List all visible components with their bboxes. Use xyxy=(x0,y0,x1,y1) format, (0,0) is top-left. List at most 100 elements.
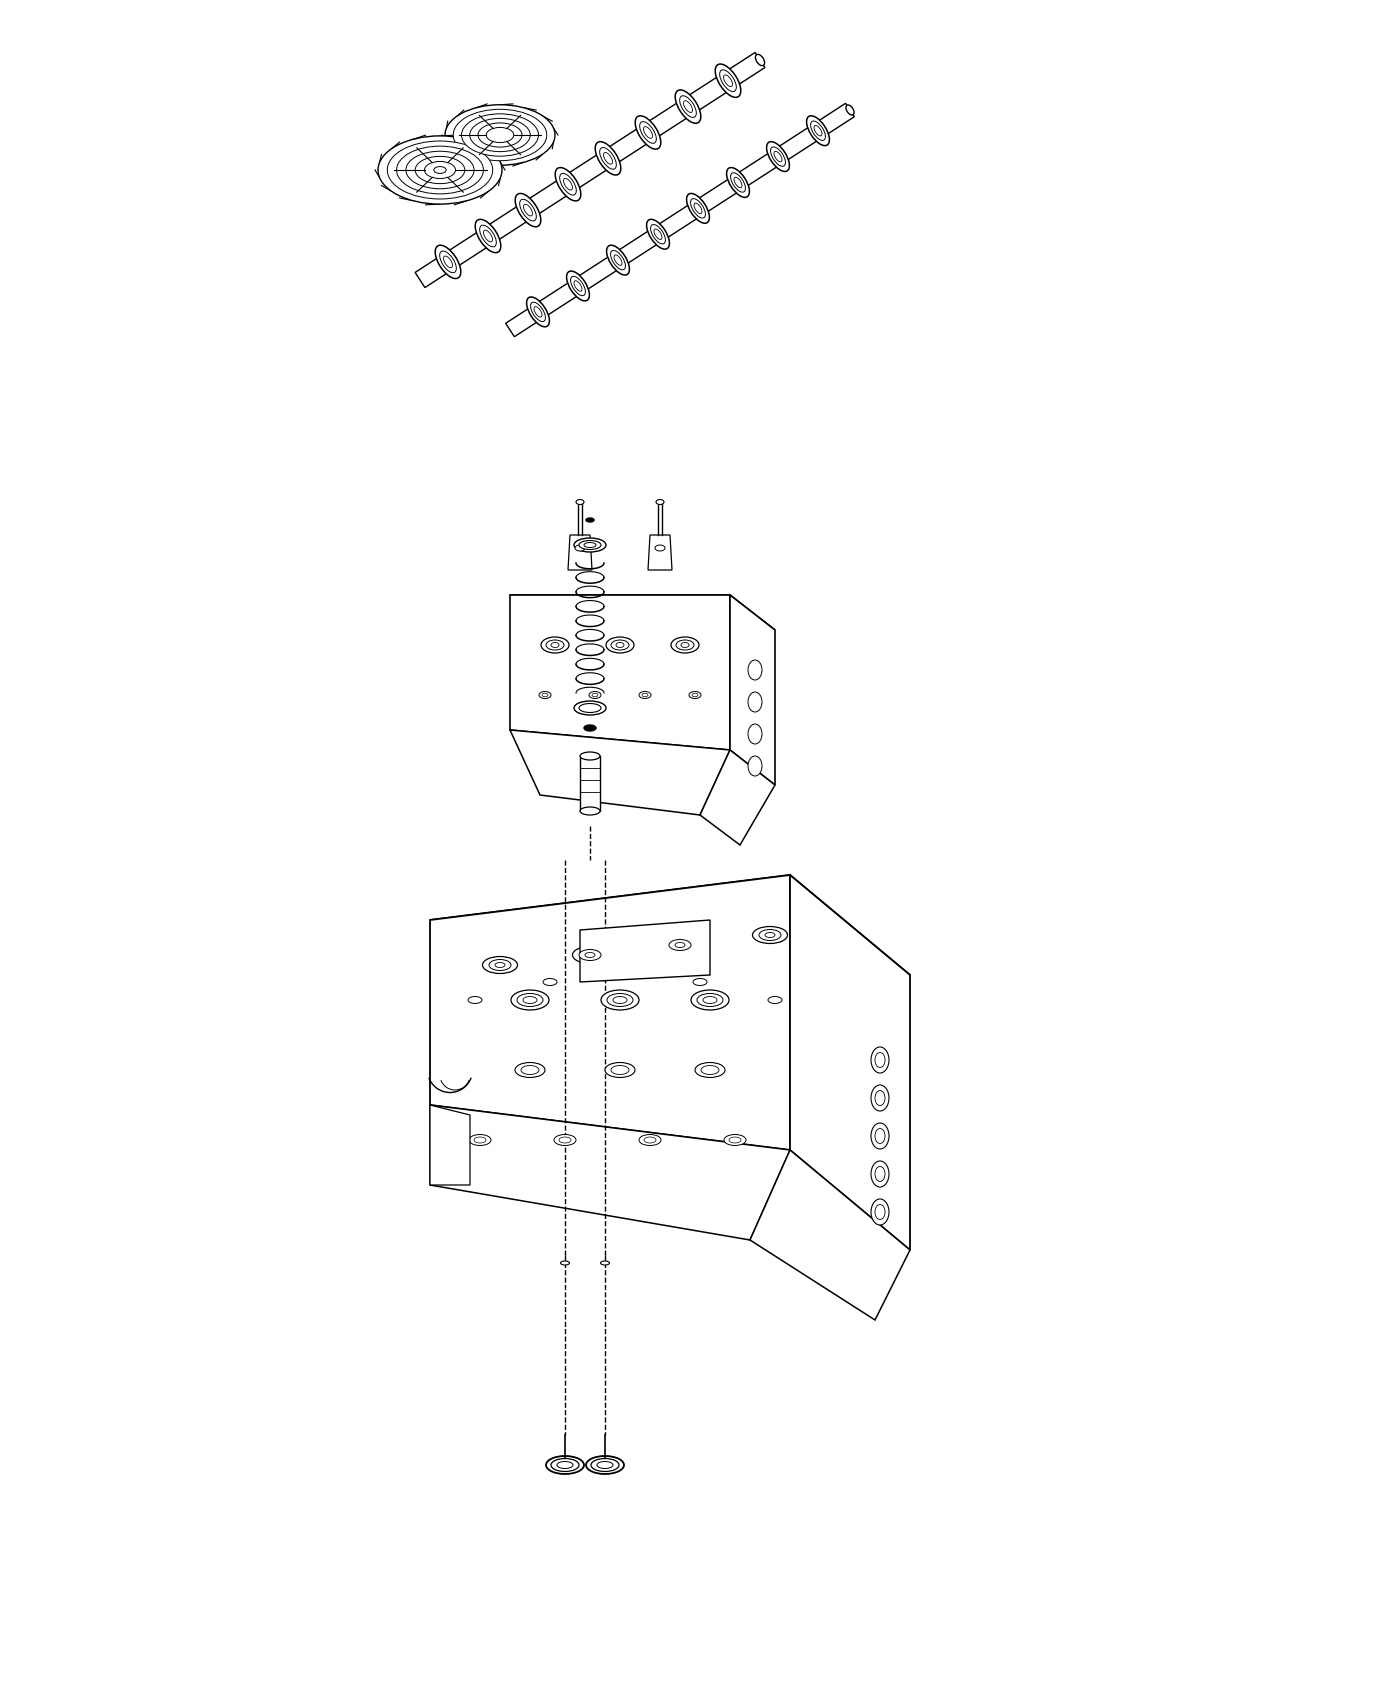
Ellipse shape xyxy=(573,947,608,964)
Polygon shape xyxy=(790,876,910,1250)
Ellipse shape xyxy=(689,692,701,699)
Ellipse shape xyxy=(584,724,596,731)
Ellipse shape xyxy=(489,959,511,971)
Ellipse shape xyxy=(591,1459,619,1472)
Ellipse shape xyxy=(435,245,461,279)
Polygon shape xyxy=(648,536,672,570)
Ellipse shape xyxy=(875,1090,885,1105)
Ellipse shape xyxy=(517,993,543,1006)
Ellipse shape xyxy=(444,257,452,267)
Ellipse shape xyxy=(813,126,822,136)
Ellipse shape xyxy=(469,1134,491,1146)
Ellipse shape xyxy=(580,751,601,760)
Ellipse shape xyxy=(875,1205,885,1219)
Ellipse shape xyxy=(539,692,552,699)
Polygon shape xyxy=(580,920,710,983)
Polygon shape xyxy=(430,876,910,1020)
Polygon shape xyxy=(430,1105,790,1239)
Polygon shape xyxy=(580,756,601,811)
Ellipse shape xyxy=(616,643,624,648)
Ellipse shape xyxy=(703,996,717,1003)
Polygon shape xyxy=(700,750,776,845)
Ellipse shape xyxy=(595,141,620,175)
Ellipse shape xyxy=(575,546,585,551)
Ellipse shape xyxy=(692,989,729,1010)
Ellipse shape xyxy=(480,224,497,246)
Ellipse shape xyxy=(552,643,559,648)
Ellipse shape xyxy=(483,230,493,241)
Ellipse shape xyxy=(871,1124,889,1149)
Ellipse shape xyxy=(515,1062,545,1078)
Ellipse shape xyxy=(875,1129,885,1144)
Ellipse shape xyxy=(662,937,697,954)
Ellipse shape xyxy=(564,178,573,190)
Ellipse shape xyxy=(657,500,664,505)
Ellipse shape xyxy=(770,146,785,167)
Ellipse shape xyxy=(871,1047,889,1073)
Ellipse shape xyxy=(846,105,854,116)
Polygon shape xyxy=(510,729,729,814)
Ellipse shape xyxy=(734,177,742,187)
Ellipse shape xyxy=(560,1261,570,1265)
Ellipse shape xyxy=(596,1462,613,1469)
Ellipse shape xyxy=(388,141,493,199)
Ellipse shape xyxy=(606,638,634,653)
Ellipse shape xyxy=(669,940,692,950)
Ellipse shape xyxy=(871,1085,889,1112)
Ellipse shape xyxy=(615,255,622,265)
Ellipse shape xyxy=(601,989,638,1010)
Ellipse shape xyxy=(680,643,689,648)
Ellipse shape xyxy=(724,1134,746,1146)
Ellipse shape xyxy=(748,692,762,712)
Ellipse shape xyxy=(574,280,582,291)
Ellipse shape xyxy=(715,65,741,97)
Ellipse shape xyxy=(554,1134,575,1146)
Ellipse shape xyxy=(580,950,601,960)
Ellipse shape xyxy=(546,639,564,649)
Ellipse shape xyxy=(606,245,630,275)
Ellipse shape xyxy=(475,219,501,253)
Ellipse shape xyxy=(643,694,648,697)
Ellipse shape xyxy=(686,194,710,223)
Ellipse shape xyxy=(511,989,549,1010)
Ellipse shape xyxy=(756,54,764,66)
Ellipse shape xyxy=(416,156,465,184)
Ellipse shape xyxy=(454,109,547,162)
Ellipse shape xyxy=(589,692,601,699)
Ellipse shape xyxy=(640,122,657,143)
Polygon shape xyxy=(505,104,854,337)
Ellipse shape xyxy=(676,639,694,649)
Ellipse shape xyxy=(580,541,601,549)
Ellipse shape xyxy=(556,168,581,201)
Ellipse shape xyxy=(764,933,776,937)
Ellipse shape xyxy=(533,306,542,318)
Ellipse shape xyxy=(592,694,598,697)
Ellipse shape xyxy=(753,927,787,944)
Ellipse shape xyxy=(610,639,629,649)
Ellipse shape xyxy=(655,546,665,551)
Ellipse shape xyxy=(540,638,568,653)
Ellipse shape xyxy=(574,700,606,716)
Ellipse shape xyxy=(603,153,612,165)
Ellipse shape xyxy=(560,173,577,196)
Ellipse shape xyxy=(774,151,783,162)
Ellipse shape xyxy=(690,199,706,218)
Ellipse shape xyxy=(694,202,701,214)
Ellipse shape xyxy=(806,116,829,146)
Ellipse shape xyxy=(644,1137,657,1142)
Ellipse shape xyxy=(567,270,589,301)
Ellipse shape xyxy=(542,694,547,697)
Ellipse shape xyxy=(811,121,826,141)
Ellipse shape xyxy=(636,116,661,150)
Ellipse shape xyxy=(694,1062,725,1078)
Ellipse shape xyxy=(470,119,531,151)
Ellipse shape xyxy=(599,148,616,170)
Ellipse shape xyxy=(571,277,585,296)
Ellipse shape xyxy=(483,957,518,974)
Ellipse shape xyxy=(587,1455,624,1474)
Ellipse shape xyxy=(468,996,482,1003)
Ellipse shape xyxy=(605,1062,636,1078)
Polygon shape xyxy=(750,1149,910,1319)
Ellipse shape xyxy=(543,979,557,986)
Ellipse shape xyxy=(546,1455,584,1474)
